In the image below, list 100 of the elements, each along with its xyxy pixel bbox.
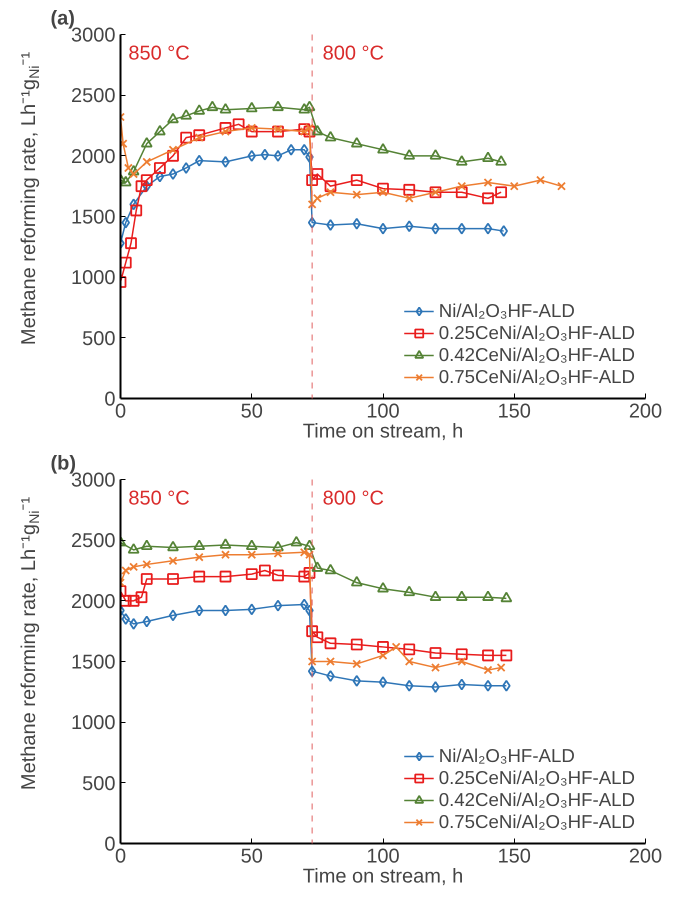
x-tick-label: 200 — [628, 846, 662, 868]
point — [496, 663, 506, 672]
point — [260, 148, 270, 161]
point — [194, 552, 204, 562]
point — [308, 200, 317, 209]
point — [482, 650, 494, 662]
x-tick-label: 150 — [498, 400, 531, 422]
point — [194, 133, 204, 142]
point — [122, 613, 130, 625]
y-tick-label: 2500 — [71, 85, 116, 108]
point — [140, 573, 153, 585]
y-tick-label: 500 — [82, 328, 116, 350]
point — [180, 132, 192, 144]
point — [142, 616, 151, 628]
x-tick-label: 50 — [240, 400, 263, 422]
point — [193, 129, 206, 142]
point — [350, 137, 363, 148]
point — [456, 590, 468, 601]
x-tick-label: 100 — [366, 400, 400, 422]
point — [220, 538, 232, 549]
point — [247, 123, 256, 132]
point — [484, 666, 492, 674]
point — [500, 225, 508, 237]
point — [311, 561, 324, 572]
point — [120, 176, 132, 186]
point — [154, 124, 166, 136]
point — [274, 124, 282, 134]
point — [306, 625, 318, 638]
point — [246, 540, 258, 550]
point — [154, 162, 166, 174]
point — [352, 659, 362, 668]
point — [324, 564, 336, 574]
point — [484, 680, 492, 692]
point — [326, 670, 335, 682]
point — [129, 170, 138, 178]
point — [482, 152, 494, 162]
point — [274, 549, 282, 558]
point — [304, 567, 316, 579]
point — [456, 648, 468, 660]
point — [378, 188, 388, 197]
point — [221, 156, 230, 168]
point — [378, 222, 388, 235]
point — [403, 184, 416, 196]
point — [305, 151, 314, 163]
legend-label: Ni/Al₂O₃HF-ALD — [438, 745, 575, 767]
point — [168, 168, 178, 180]
point — [324, 637, 336, 650]
point — [431, 681, 440, 693]
point — [232, 118, 245, 130]
point — [308, 216, 316, 228]
point — [122, 216, 130, 228]
legend-label: 0.25CeNi/Al₂O₃HF-ALD — [438, 767, 635, 789]
point — [125, 237, 137, 250]
point — [392, 642, 401, 652]
point — [167, 112, 179, 124]
point — [311, 631, 324, 644]
point — [206, 100, 218, 112]
y-tick-label: 1000 — [71, 267, 116, 290]
legend-label: Ni/Al₂O₃HF-ALD — [438, 300, 575, 322]
point — [298, 123, 310, 136]
point — [167, 540, 179, 552]
chart-title: (a) — [50, 8, 75, 30]
point — [306, 174, 318, 186]
point — [180, 109, 192, 120]
point — [378, 676, 388, 688]
legend-label: 0.75CeNi/Al₂O₃HF-ALD — [438, 811, 635, 833]
x-tick-label: 150 — [498, 846, 531, 868]
point — [456, 186, 468, 198]
annotation: 800 °C — [322, 42, 384, 64]
annotation: 850 °C — [128, 42, 190, 64]
y-tick-label: 500 — [82, 772, 116, 795]
point — [312, 194, 322, 203]
point — [298, 570, 310, 582]
point — [308, 657, 317, 666]
point — [326, 219, 335, 231]
point — [350, 576, 363, 586]
point — [500, 650, 512, 662]
point — [536, 176, 545, 185]
point — [167, 150, 179, 162]
point — [193, 570, 206, 582]
point — [136, 180, 148, 192]
point — [272, 569, 284, 582]
point — [129, 198, 138, 210]
point — [377, 182, 389, 194]
point — [352, 675, 361, 687]
annotation: 800 °C — [322, 488, 384, 510]
legend-label: 0.25CeNi/Al₂O₃HF-ALD — [438, 322, 635, 344]
x-tick-label: 200 — [628, 400, 662, 422]
point — [247, 550, 256, 560]
point — [195, 604, 204, 616]
point — [220, 103, 232, 114]
point — [272, 540, 284, 552]
point — [324, 130, 336, 142]
point — [350, 174, 363, 186]
x-tick-label: 100 — [366, 846, 400, 868]
y-axis-title: Methane reforming rate, Lh⁻¹gNi⁻¹ — [18, 52, 42, 346]
point — [128, 543, 140, 554]
point — [404, 657, 414, 666]
point — [484, 222, 492, 235]
point — [300, 127, 309, 136]
